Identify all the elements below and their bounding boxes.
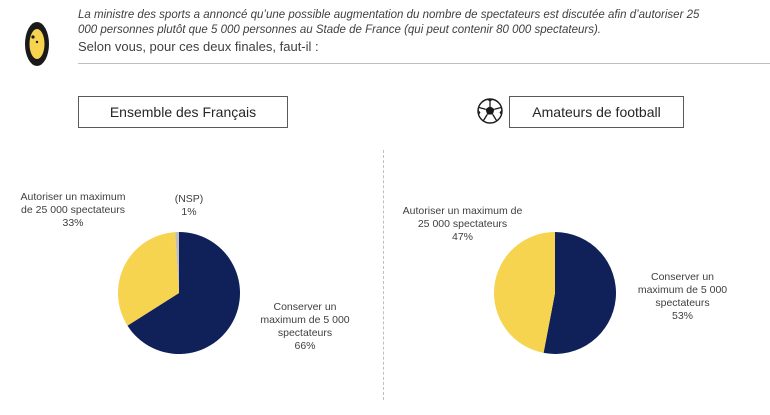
slice-value-label: 53% [671, 310, 693, 322]
ensemble-slice-1 [118, 232, 179, 326]
slice-label-autoriser-amateurs: Autoriser un maximum de 25 000 spectateu… [400, 205, 525, 244]
question-text: Selon vous, pour ces deux finales, faut-… [78, 39, 319, 54]
slice-label-text: Autoriser un maximum de 25 000 spectateu… [20, 191, 126, 216]
soccer-ball-icon [477, 98, 503, 124]
slice-value-label: 66% [294, 340, 316, 352]
chart-divider [383, 150, 384, 400]
intro-text: La ministre des sports a annoncé qu’une … [78, 9, 700, 36]
amateurs-slice-0 [543, 232, 616, 354]
chart-title-ensemble: Ensemble des Français [78, 96, 288, 128]
slice-label-conserver-ensemble: Conserver un maximum de 5 000 spectateur… [250, 301, 360, 353]
slice-label-autoriser-ensemble: Autoriser un maximum de 25 000 spectateu… [14, 191, 132, 230]
pie-chart-ensemble [118, 232, 240, 354]
ensemble-slice-2 [175, 232, 179, 293]
header-divider [78, 63, 770, 64]
slice-value-label: 47% [451, 231, 473, 243]
pie-chart-amateurs [494, 232, 616, 354]
brand-logo-icon [25, 22, 49, 66]
slice-value-label: 1% [181, 206, 197, 218]
slice-value-label: 33% [62, 217, 84, 229]
slice-label-text: (NSP) [174, 193, 204, 205]
ensemble-slice-0 [127, 232, 240, 354]
slice-label-nsp-ensemble: (NSP) 1% [159, 193, 219, 219]
slice-label-text: Conserver un maximum de 5 000 spectateur… [637, 271, 728, 309]
slice-label-text: Autoriser un maximum de 25 000 spectateu… [402, 205, 523, 230]
chart-title-amateurs: Amateurs de football [509, 96, 684, 128]
slice-label-conserver-amateurs: Conserver un maximum de 5 000 spectateur… [630, 271, 735, 323]
amateurs-slice-1 [494, 232, 555, 353]
slice-label-text: Conserver un maximum de 5 000 spectateur… [260, 301, 350, 339]
